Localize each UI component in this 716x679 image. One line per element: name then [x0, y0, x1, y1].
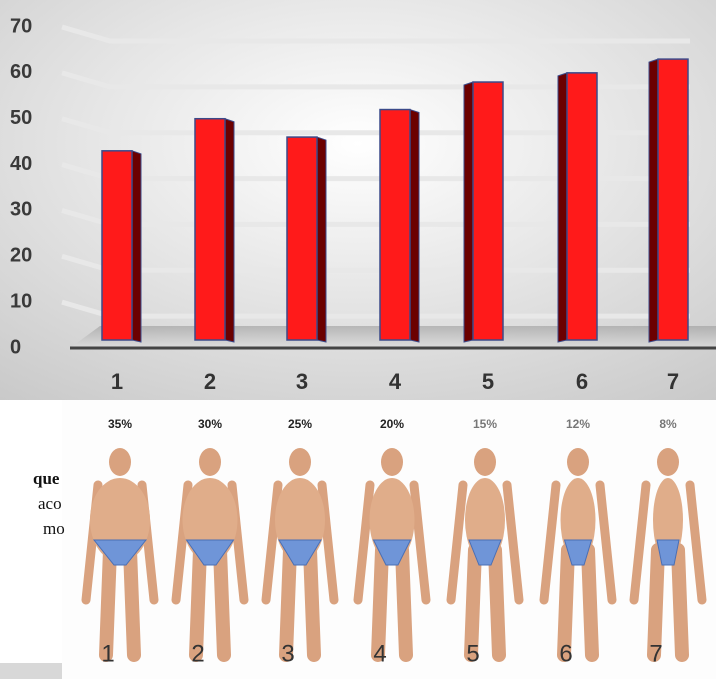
head — [657, 448, 679, 476]
percent-label: 30% — [198, 417, 222, 431]
bar — [472, 81, 504, 341]
grid-line — [61, 24, 690, 44]
side-text: que — [33, 469, 60, 488]
briefs — [92, 539, 148, 566]
figure-number: 5 — [466, 640, 479, 667]
briefs — [563, 539, 593, 566]
figure-number: 3 — [281, 640, 294, 667]
figure-number: 7 — [649, 640, 662, 667]
bar — [379, 108, 411, 341]
y-tick-label: 30 — [10, 199, 32, 221]
legs — [647, 543, 689, 662]
side-text: mo — [43, 519, 65, 538]
percent-label: 8% — [659, 417, 677, 431]
percent-label: 20% — [380, 417, 404, 431]
bar — [566, 72, 598, 341]
y-tick-label: 40 — [10, 153, 32, 175]
x-tick-label: 6 — [576, 369, 588, 394]
head — [109, 448, 131, 476]
bar-side — [463, 81, 474, 343]
y-tick-label: 0 — [10, 336, 21, 358]
legs — [557, 543, 599, 662]
figure-number: 1 — [101, 640, 114, 667]
y-tick-label: 20 — [10, 245, 32, 267]
x-tick-label: 4 — [389, 369, 402, 394]
bar — [286, 136, 318, 341]
bar-side — [224, 118, 235, 343]
percent-label: 35% — [108, 417, 132, 431]
arms — [261, 480, 339, 605]
arms — [353, 480, 431, 605]
briefs — [468, 539, 502, 566]
percent-label: 12% — [566, 417, 590, 431]
x-tick-label: 3 — [296, 369, 308, 394]
bar-side — [648, 58, 659, 343]
legs — [99, 543, 141, 662]
bar — [657, 58, 689, 341]
bar — [101, 150, 133, 341]
side-text: aco — [38, 494, 62, 513]
head — [567, 448, 589, 476]
arms — [446, 480, 524, 605]
legs — [189, 543, 231, 662]
y-tick-label: 60 — [10, 61, 32, 83]
arms — [539, 480, 617, 605]
bar-side — [131, 150, 142, 343]
figure-number: 4 — [373, 640, 386, 667]
legs — [279, 543, 321, 662]
head — [289, 448, 311, 476]
bar — [194, 117, 226, 341]
side-bar — [0, 663, 62, 679]
briefs — [278, 539, 322, 566]
bar-side — [409, 108, 420, 343]
x-tick-label: 7 — [667, 369, 679, 394]
percent-label: 25% — [288, 417, 312, 431]
x-tick-label: 2 — [204, 369, 216, 394]
figure-number: 6 — [559, 640, 572, 667]
head — [199, 448, 221, 476]
bar-side — [316, 136, 327, 343]
figure-number: 2 — [191, 640, 204, 667]
percent-label: 15% — [473, 417, 497, 431]
x-tick-label: 5 — [482, 369, 494, 394]
arms — [629, 480, 707, 605]
y-tick-label: 70 — [10, 15, 32, 37]
briefs — [656, 539, 680, 566]
side-panel — [0, 400, 62, 679]
x-tick-label: 1 — [111, 369, 123, 394]
head — [474, 448, 496, 476]
briefs — [372, 539, 412, 566]
legs — [371, 543, 413, 662]
y-tick-label: 50 — [10, 107, 32, 129]
head — [381, 448, 403, 476]
y-tick-label: 10 — [10, 290, 32, 312]
legs — [464, 543, 506, 662]
bar-side — [557, 72, 568, 343]
briefs — [185, 539, 235, 566]
